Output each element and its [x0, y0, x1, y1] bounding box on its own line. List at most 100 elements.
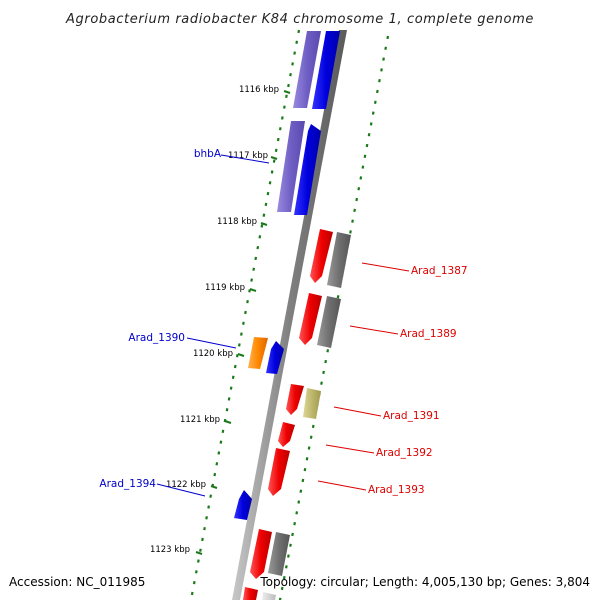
gene-arad-1389[interactable] — [299, 293, 322, 345]
guide-dot — [307, 446, 311, 450]
genome-summary: Topology: circular; Length: 4,005,130 bp… — [259, 575, 590, 589]
guide-dot — [289, 73, 292, 77]
tick-mark — [210, 485, 218, 489]
guide-dot — [285, 94, 288, 98]
gene-label-arad-1392[interactable]: Arad_1392 — [376, 447, 433, 459]
gene-khaki[interactable] — [303, 388, 321, 419]
guide-dot — [272, 159, 276, 163]
guide-dot — [260, 224, 264, 228]
guide-dot — [209, 494, 213, 498]
gene-label-arad-1390[interactable]: Arad_1390 — [128, 332, 185, 344]
guide-dot — [291, 532, 294, 537]
guide-dot — [287, 83, 290, 88]
guide-dot — [203, 526, 206, 531]
gene-purple[interactable] — [293, 31, 321, 108]
gene-arad-1394[interactable] — [234, 490, 252, 520]
gene-arad-1387[interactable] — [310, 229, 333, 283]
guide-dot — [384, 46, 388, 50]
scale-ticks: 1116 kbp 1117 kbp 1118 kbp 1119 kbp 1120… — [150, 85, 291, 555]
gene-blue[interactable] — [312, 31, 340, 109]
guide-dot — [357, 187, 361, 191]
tick-label: 1121 kbp — [180, 415, 220, 425]
gene-label-arad-1387[interactable]: Arad_1387 — [411, 265, 468, 277]
guide-dot — [278, 127, 282, 131]
guide-dot — [297, 500, 301, 504]
gene-arad-1390[interactable] — [248, 337, 268, 369]
tick-label: 1118 kbp — [217, 217, 257, 227]
guide-dot — [287, 554, 290, 558]
guide-dot — [221, 429, 225, 434]
gene-red[interactable] — [250, 529, 272, 579]
guide-dot — [291, 62, 294, 66]
guide-dot — [369, 122, 373, 126]
guide-dot — [192, 580, 196, 585]
tick-mark — [270, 156, 278, 160]
gene-grey[interactable] — [317, 296, 341, 348]
tick-label: 1119 kbp — [205, 283, 245, 293]
guide-dot — [284, 565, 288, 569]
guide-dot — [201, 537, 204, 542]
gene-label-arad-1391[interactable]: Arad_1391 — [383, 410, 440, 422]
guide-dot — [262, 213, 266, 217]
guide-dot — [246, 299, 249, 304]
guide-dot — [205, 516, 208, 520]
gene-purple[interactable] — [277, 121, 305, 212]
guide-dot — [382, 57, 385, 61]
guide-dot — [280, 586, 284, 591]
guide-dot — [361, 165, 365, 169]
guide-dot — [295, 40, 299, 44]
gene-label-arad-1393[interactable]: Arad_1393 — [368, 484, 425, 496]
guide-dot — [223, 418, 227, 423]
guide-dot — [242, 321, 245, 325]
guide-dot — [320, 381, 323, 385]
backbone — [232, 30, 347, 600]
guide-dot — [219, 440, 223, 444]
guide-dot — [280, 116, 284, 120]
guide-dot — [233, 364, 237, 369]
guide-dot — [197, 559, 200, 563]
guide-dot — [237, 343, 241, 347]
gene-grey[interactable] — [268, 532, 290, 576]
guide-dot — [229, 386, 233, 390]
guide-dot — [235, 354, 239, 358]
gene-arad-1392[interactable] — [278, 422, 295, 447]
guide-dot — [371, 111, 375, 115]
gene-label-bhbA[interactable]: bhbA — [194, 148, 222, 160]
guide-dot — [194, 570, 198, 574]
guide-dot — [305, 457, 309, 461]
guide-dot — [365, 143, 369, 148]
tick-label: 1122 kbp — [166, 480, 206, 490]
guide-dot — [250, 278, 253, 282]
guide-dot — [254, 256, 258, 261]
gene-grey[interactable] — [327, 232, 351, 288]
guide-dot — [274, 148, 278, 153]
guide-dot — [326, 349, 330, 353]
guide-dot — [299, 489, 303, 493]
guide-dot — [190, 591, 194, 596]
gene-bhbA[interactable] — [294, 124, 321, 215]
gene-arad-1391[interactable] — [286, 384, 304, 415]
guide-dot — [363, 154, 367, 158]
guide-dot — [213, 472, 217, 477]
gene-red[interactable] — [243, 587, 258, 600]
guide-dot — [240, 332, 243, 336]
tick-label: 1117 kbp — [228, 151, 268, 161]
guide-dot — [295, 511, 299, 515]
forward-gene-labels: bhbA Arad_1390 Arad_1394 — [99, 148, 270, 497]
guide-dot — [225, 408, 229, 412]
guide-dot — [373, 100, 377, 104]
gene-label-arad-1394[interactable]: Arad_1394 — [99, 478, 156, 490]
guide-dot — [282, 575, 286, 580]
guide-dot — [266, 191, 270, 196]
guide-dot — [199, 548, 202, 552]
guide-dot — [322, 370, 325, 375]
gene-blue[interactable] — [266, 341, 284, 374]
guide-dot — [349, 230, 352, 234]
tick-mark — [283, 90, 291, 94]
gene-label-arad-1389[interactable]: Arad_1389 — [400, 328, 457, 340]
gene-grey[interactable] — [262, 592, 276, 600]
gene-arad-1393[interactable] — [268, 448, 290, 496]
guide-dot — [278, 597, 282, 600]
guide-dot — [311, 424, 315, 429]
